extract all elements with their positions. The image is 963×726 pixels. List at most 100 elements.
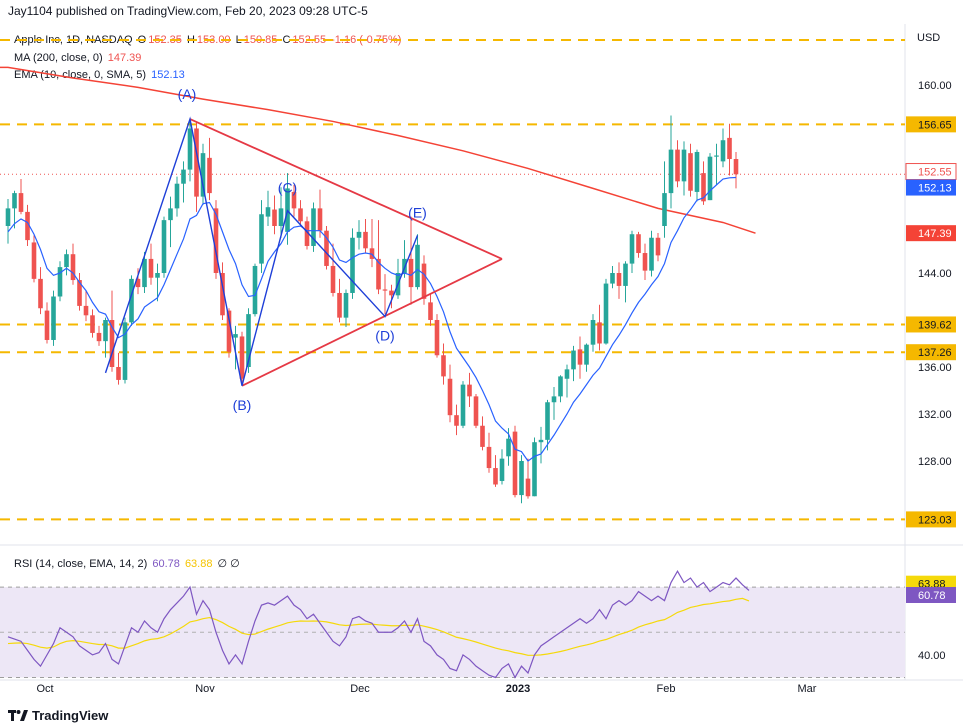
candle-body xyxy=(707,156,713,201)
candle xyxy=(311,202,316,252)
candle xyxy=(51,290,56,346)
currency-label[interactable]: USD xyxy=(917,32,941,44)
candle-body xyxy=(675,149,680,182)
candle xyxy=(148,243,154,285)
candle-body xyxy=(577,349,583,365)
time-axis-label: Feb xyxy=(657,683,676,695)
candle xyxy=(25,204,30,246)
candle xyxy=(317,189,323,238)
candle-body xyxy=(220,273,225,316)
candle-body xyxy=(376,258,381,290)
candle xyxy=(467,372,472,407)
candle-body xyxy=(90,315,95,333)
candle xyxy=(428,292,433,326)
price-axis-label: 152.13 xyxy=(918,183,952,195)
candle-body xyxy=(350,237,355,293)
candle-body xyxy=(278,208,284,226)
wave-label-b: (B) xyxy=(233,397,252,413)
ma-value: 147.39 xyxy=(107,52,142,64)
wave-label-e: (E) xyxy=(408,204,427,220)
candle xyxy=(129,275,134,326)
candle-body xyxy=(298,208,303,222)
candle xyxy=(727,123,732,176)
tradingview-logo-icon xyxy=(8,709,28,722)
candle xyxy=(681,141,687,196)
candle xyxy=(629,230,635,273)
candle xyxy=(96,325,102,346)
candle-body xyxy=(148,258,154,278)
candle-body xyxy=(343,292,349,318)
candle-body xyxy=(428,302,433,320)
candle-body xyxy=(499,458,505,481)
rsi-legend[interactable]: RSI (14, close, EMA, 14, 2) 60.78 63.88 … xyxy=(14,557,242,570)
candle xyxy=(688,143,693,197)
rsi-value: 60.78 xyxy=(152,558,180,570)
candle xyxy=(707,153,713,201)
candle xyxy=(415,234,420,290)
candle-body xyxy=(31,242,37,279)
ema-legend[interactable]: EMA (10, close, 0, SMA, 5) 152.13 xyxy=(14,69,187,81)
candle-body xyxy=(467,384,472,397)
candle xyxy=(38,267,43,315)
candle-body xyxy=(187,128,193,170)
candle xyxy=(18,179,24,215)
rsi-ma-line xyxy=(7,597,750,656)
candle xyxy=(473,394,479,429)
triangle-lower-trendline xyxy=(241,258,503,387)
price-axis-label: 144.00 xyxy=(918,268,952,280)
candle xyxy=(259,200,264,273)
candle-body xyxy=(681,149,687,182)
candle xyxy=(324,226,329,270)
rsi-label: RSI (14, close, EMA, 14, 2) xyxy=(14,558,148,570)
candle-body xyxy=(421,263,427,299)
candle-body xyxy=(337,292,342,318)
candle xyxy=(584,343,589,372)
candle xyxy=(655,233,661,262)
candle xyxy=(590,314,596,352)
candle xyxy=(194,122,199,212)
candle xyxy=(12,190,17,229)
candle-body xyxy=(454,415,459,426)
candle-body xyxy=(733,159,739,175)
candle xyxy=(142,251,147,293)
candle xyxy=(675,140,680,188)
candle-body xyxy=(512,431,518,496)
candle-body xyxy=(649,237,654,271)
candle xyxy=(512,425,518,498)
candle-body xyxy=(486,446,492,469)
candle-body xyxy=(389,290,394,296)
candle-body xyxy=(662,193,667,226)
candle-body xyxy=(70,254,76,281)
open-value: 152.35 xyxy=(148,34,182,46)
candle xyxy=(389,284,394,309)
candle xyxy=(135,268,141,295)
candle xyxy=(168,196,173,248)
candle xyxy=(636,231,641,258)
candle-body xyxy=(642,253,648,271)
candle xyxy=(454,404,459,436)
candle-body xyxy=(506,438,511,457)
wave-label-a: (A) xyxy=(178,86,197,102)
candle-body xyxy=(701,173,706,202)
candle xyxy=(480,416,485,451)
price-axis-label: 137.26 xyxy=(918,347,952,359)
candle xyxy=(714,143,719,185)
candle xyxy=(441,343,446,385)
candle-body xyxy=(727,137,732,160)
candle-body xyxy=(441,355,446,377)
candle xyxy=(623,261,628,303)
candle xyxy=(486,432,492,473)
candle xyxy=(668,115,674,209)
triangle-upper-trendline xyxy=(189,118,503,260)
abcde-wave-line xyxy=(104,116,419,386)
rsi-extra: ∅ ∅ xyxy=(217,558,240,570)
candle-body xyxy=(129,278,134,323)
tradingview-logo: TradingView xyxy=(8,708,108,723)
ma-legend[interactable]: MA (200, close, 0) 147.39 xyxy=(14,52,143,64)
candle xyxy=(239,331,245,385)
candle xyxy=(369,218,375,268)
candle-body xyxy=(382,289,388,291)
candle xyxy=(83,290,89,322)
candle-body xyxy=(714,155,719,157)
